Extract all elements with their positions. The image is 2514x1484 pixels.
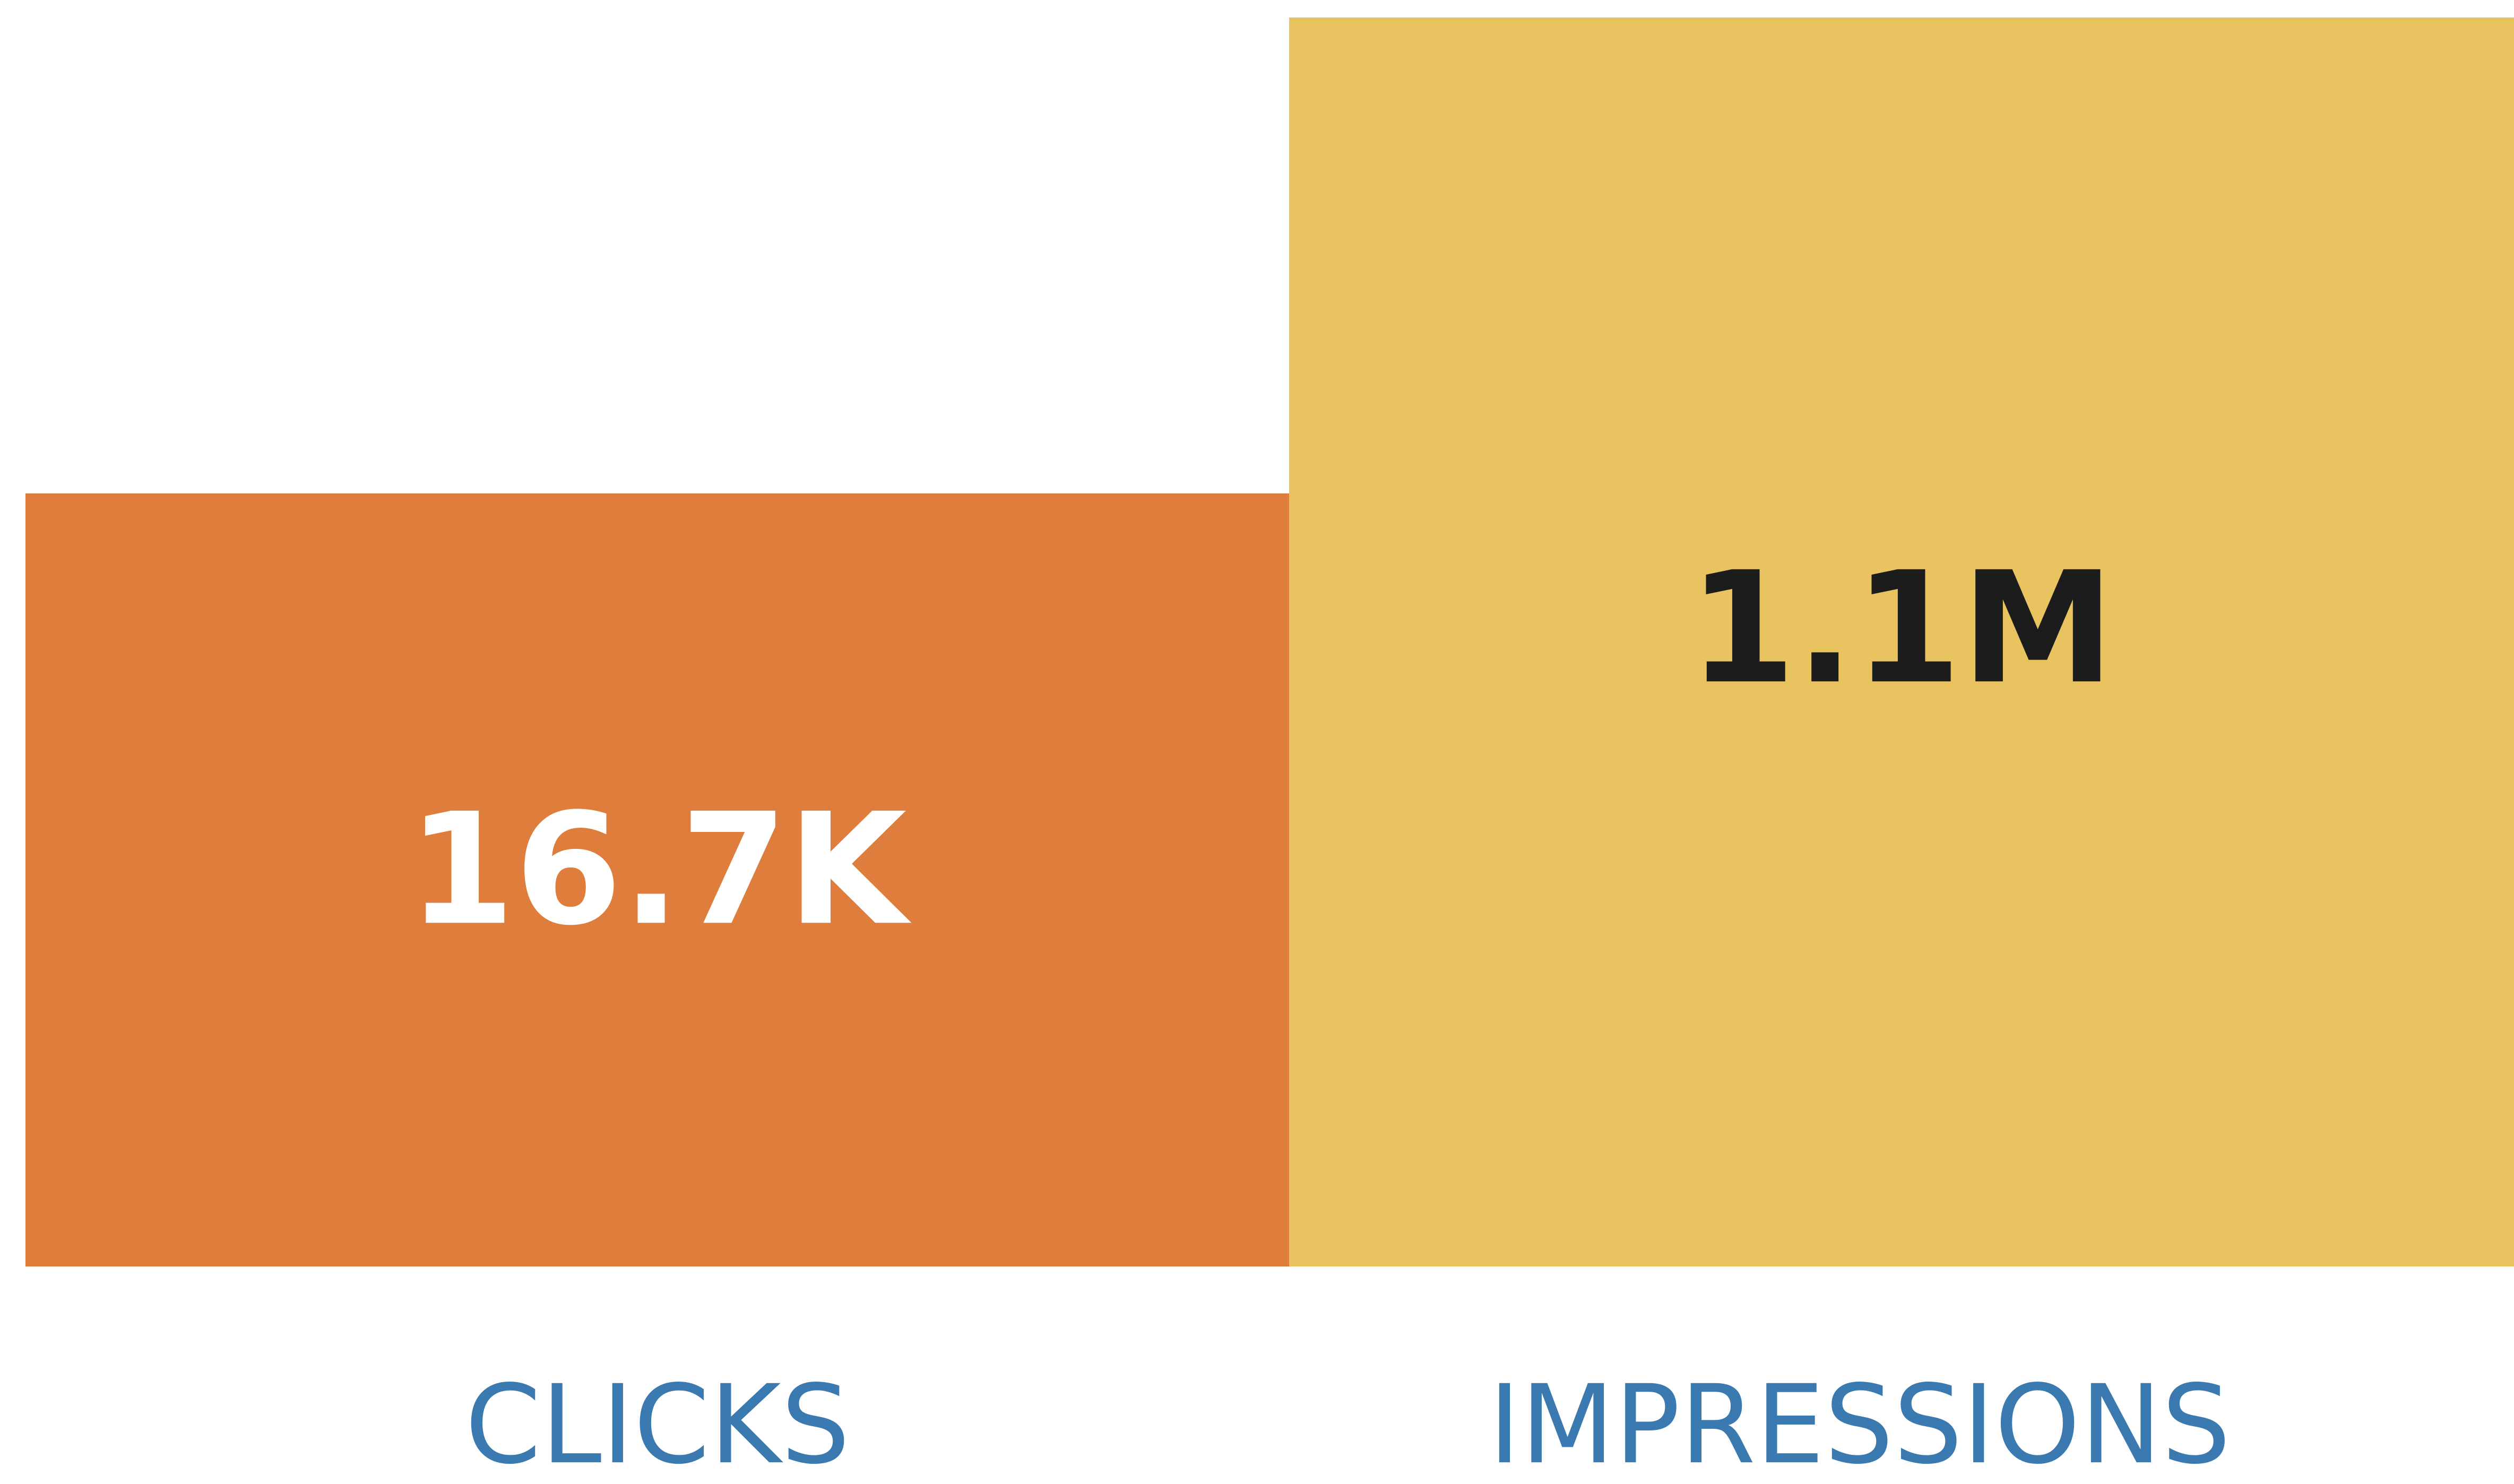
tile-label: IMPRESSIONS <box>1489 1362 2231 1484</box>
tile <box>25 493 1289 1266</box>
tile-value: 1.1M <box>1689 539 2114 718</box>
tile-label: CLICKS <box>465 1362 850 1484</box>
tile <box>1289 18 2514 1266</box>
tile-value: 16.7K <box>408 780 912 959</box>
